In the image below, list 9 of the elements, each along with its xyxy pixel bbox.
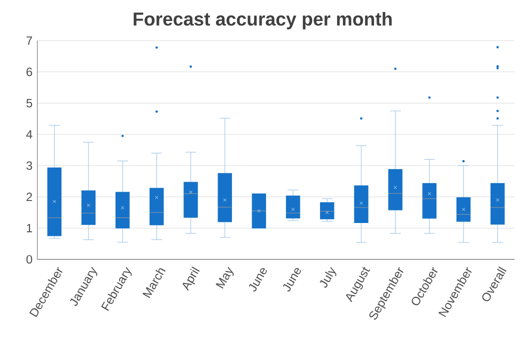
y-tick-label: 2 xyxy=(26,192,32,202)
y-tick-label: 3 xyxy=(26,161,32,170)
chart-title: Forecast accuracy per month xyxy=(134,12,392,30)
y-tick-label: 7 xyxy=(26,36,32,45)
y-tick-label: 5 xyxy=(26,98,32,108)
y-tick-label: 4 xyxy=(26,130,32,138)
y-tick-label: 0 xyxy=(26,255,32,264)
y-tick-label: 6 xyxy=(26,68,32,76)
y-tick-label: 1 xyxy=(26,224,32,232)
